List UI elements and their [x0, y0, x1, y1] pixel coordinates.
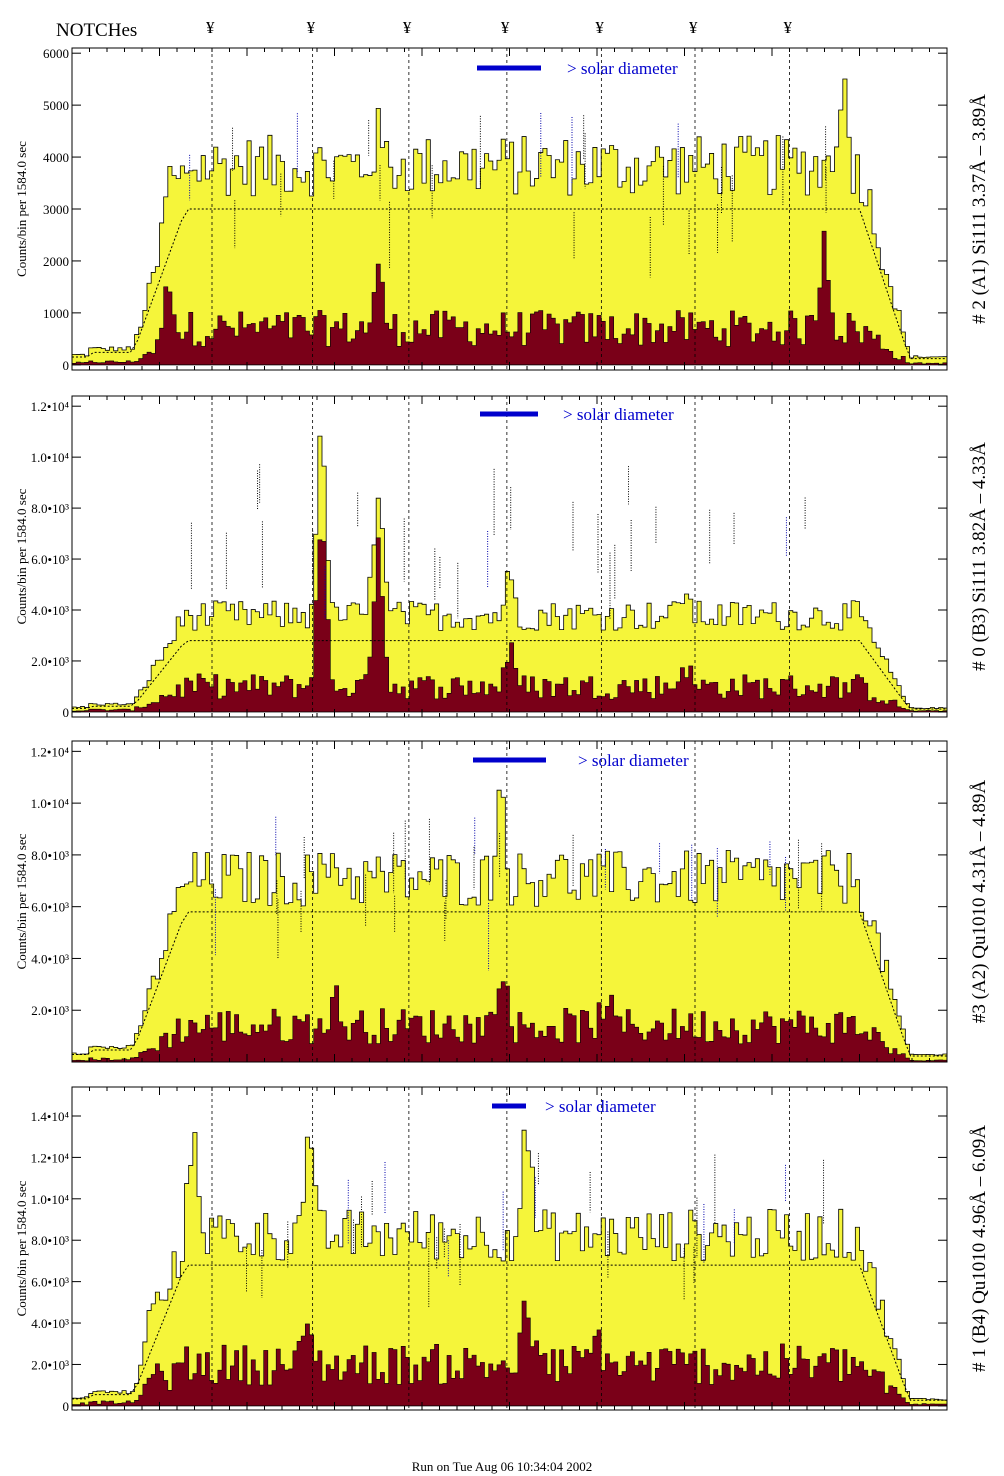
y-tick-label: 2.0•10³ [31, 1003, 69, 1018]
panel-2: 2.0•10³ 4.0•10³ 6.0•10³ 8.0•10³ 1.0•10⁴ 1.2•1… [14, 740, 990, 1063]
y-tick-label: 1.2•10⁴ [31, 1150, 70, 1165]
yellow-histogram [71, 435, 948, 713]
yellow-histogram [71, 789, 948, 1063]
panel-1: 0 2.0•10³ 4.0•10³ 6.0•10³ 8.0•10³ 1.0•10⁴ 1.2•… [14, 395, 990, 720]
notches-label: NOTCHes [56, 20, 138, 41]
model-curve [72, 208, 947, 360]
notch-marker: ¥ [595, 18, 604, 37]
notch-marker: ¥ [689, 18, 698, 37]
yellow-histogram [71, 78, 948, 366]
notch-marker: ¥ [500, 18, 510, 37]
y-tick-label: 1.2•10⁴ [31, 399, 70, 414]
y-axis-label: Counts/bin per 1584.0 sec [14, 833, 29, 969]
y-tick-label: 4.0•10³ [31, 1316, 69, 1331]
y-tick-label: 8.0•10³ [31, 848, 69, 863]
y-tick-label: 2000 [43, 254, 69, 269]
y-tick-label: 0 [63, 1399, 70, 1414]
panel-3: 0 2.0•10³ 4.0•10³ 6.0•10³ 8.0•10³ 1.0•10⁴ 1.2•… [14, 1086, 990, 1414]
y-tick-label: 8.0•10³ [31, 1233, 69, 1248]
y-tick-label: 5000 [43, 98, 69, 113]
y-tick-label: 2.0•10³ [31, 1357, 69, 1372]
solar-diameter-label: > solar diameter [563, 405, 674, 424]
y-tick-label: 4.0•10³ [31, 603, 69, 618]
run-timestamp: Run on Tue Aug 06 10:34:04 2002 [411, 1459, 593, 1474]
model-curve [72, 640, 947, 710]
notch-marker: ¥ [306, 18, 316, 37]
maroon-histogram [71, 230, 948, 366]
y-tick-label: 1.2•10⁴ [31, 744, 70, 759]
y-tick-label: 4000 [43, 150, 69, 165]
panel-label: # 1 (B4) Qu1010 4.96Å – 6.09Å [969, 1125, 990, 1372]
y-tick-label: 1.4•10⁴ [31, 1109, 70, 1124]
y-tick-label: 6000 [43, 46, 69, 61]
y-tick-label: 6.0•10³ [31, 1275, 69, 1290]
solar-diameter-label: > solar diameter [545, 1097, 656, 1116]
maroon-histogram [71, 1300, 948, 1407]
y-tick-label: 0 [63, 705, 70, 720]
y-tick-label: 1.0•10⁴ [31, 796, 70, 811]
y-tick-label: 1000 [43, 306, 69, 321]
y-tick-label: 4.0•10³ [31, 951, 69, 966]
y-tick-label: 6.0•10³ [31, 552, 69, 567]
solar-diameter-label: > solar diameter [578, 751, 689, 770]
notch-marker: ¥ [783, 18, 793, 37]
y-tick-label: 2.0•10³ [31, 654, 69, 669]
notch-marker: ¥ [206, 18, 215, 37]
solar-diameter-label: > solar diameter [567, 59, 678, 78]
yellow-histogram [71, 1129, 948, 1407]
y-axis-label: Counts/bin per 1584.0 sec [14, 1180, 29, 1316]
maroon-histogram [71, 981, 948, 1063]
notch-marker: ¥ [402, 18, 412, 37]
y-axis-label: Counts/bin per 1584.0 sec [14, 141, 29, 277]
panel-label: # 0 (B3) Si111 3.82Å – 4.33Å [969, 442, 990, 671]
y-tick-label: 1.0•10⁴ [31, 1192, 70, 1207]
y-tick-label: 1.0•10⁴ [31, 450, 70, 465]
y-axis-label: Counts/bin per 1584.0 sec [14, 488, 29, 624]
y-tick-label: 3000 [43, 202, 69, 217]
y-tick-label: 6.0•10³ [31, 900, 69, 915]
maroon-histogram [71, 537, 948, 713]
y-tick-label: 8.0•10³ [31, 501, 69, 516]
panel-label: # 2 (A1) Si111 3.37Å – 3.89Å [969, 94, 990, 324]
panel-label: #3 (A2) Qu1010 4.31Å – 4.89Å [969, 780, 990, 1024]
panel-0: 0 1000 2000 3000 4000 5000 6000 Counts/bin per … [14, 46, 990, 373]
y-tick-label: 0 [63, 358, 70, 373]
